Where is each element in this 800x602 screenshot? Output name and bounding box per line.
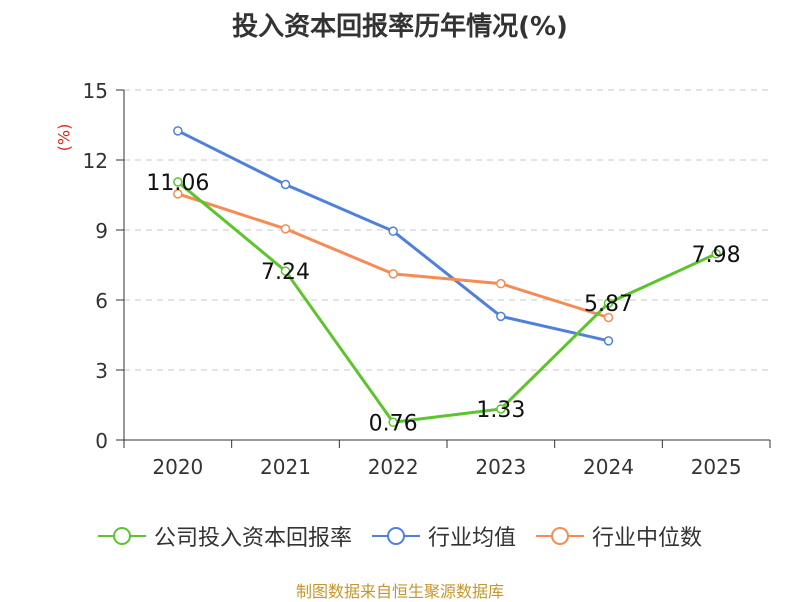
series-line-company bbox=[176, 180, 717, 424]
y-tick-label: 15 bbox=[83, 79, 108, 103]
legend-marker-company-icon bbox=[97, 527, 146, 545]
data-label: 0.76 bbox=[369, 411, 418, 436]
data-label: 1.33 bbox=[476, 398, 525, 423]
y-tick-label: 0 bbox=[95, 429, 108, 453]
x-tick-label: 2020 bbox=[152, 455, 203, 479]
data-point-industry-median bbox=[496, 278, 506, 289]
x-tick-label: 2022 bbox=[368, 455, 419, 479]
chart-title: 投入资本回报率历年情况(%) bbox=[232, 12, 568, 42]
data-point-industry-mean bbox=[603, 336, 614, 346]
data-point-company bbox=[173, 177, 183, 187]
data-point-industry-median bbox=[280, 224, 291, 234]
y-tick-label: 9 bbox=[95, 219, 108, 243]
legend-marker-industry-mean-icon bbox=[371, 527, 420, 545]
data-source-note: 制图数据来自恒生聚源数据库 bbox=[295, 582, 504, 601]
legend-label-company: 公司投入资本回报率 bbox=[153, 526, 352, 551]
data-point-industry-median bbox=[173, 189, 183, 199]
data-point-company bbox=[711, 249, 721, 259]
legend-label-industry-median: 行业中位数 bbox=[592, 526, 703, 551]
data-point-industry-mean bbox=[280, 179, 291, 190]
legend-item-company[interactable]: 公司投入资本回报率 bbox=[97, 520, 352, 552]
data-point-industry-mean bbox=[496, 311, 506, 322]
data-point-company bbox=[388, 417, 398, 428]
legend-item-industry-mean[interactable]: 行业均值 bbox=[371, 520, 516, 552]
data-point-company bbox=[496, 404, 506, 414]
legend-label-industry-mean: 行业均值 bbox=[427, 526, 516, 551]
legend: 公司投入资本回报率 行业均值 行业中位数 bbox=[0, 520, 800, 552]
data-label: 5.87 bbox=[584, 292, 633, 317]
legend-marker-industry-median-icon bbox=[536, 527, 584, 545]
data-point-industry-median bbox=[603, 312, 614, 323]
legend-item-industry-median[interactable]: 行业中位数 bbox=[536, 520, 702, 552]
data-point-company bbox=[280, 266, 291, 276]
y-tick-label: 6 bbox=[95, 289, 108, 313]
data-point-industry-median bbox=[388, 269, 398, 279]
data-label: 7.98 bbox=[692, 243, 741, 268]
x-tick-label: 2023 bbox=[475, 455, 526, 479]
x-tick-label: 2021 bbox=[260, 455, 311, 479]
y-tick-label: 3 bbox=[95, 359, 108, 383]
data-point-industry-mean bbox=[388, 226, 398, 236]
x-tick-label: 2025 bbox=[691, 455, 742, 479]
data-point-company bbox=[603, 298, 614, 308]
y-tick-label: 12 bbox=[83, 149, 108, 173]
data-label: 11.06 bbox=[146, 171, 209, 196]
x-tick-label: 2024 bbox=[583, 455, 634, 479]
data-label: 7.24 bbox=[261, 260, 310, 285]
series-line-industry-median bbox=[177, 192, 609, 319]
data-point-industry-mean bbox=[173, 126, 183, 136]
